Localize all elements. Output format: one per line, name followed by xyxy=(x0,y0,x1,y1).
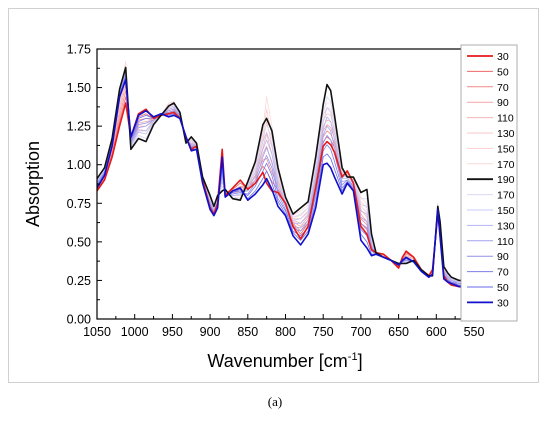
plot-area xyxy=(96,48,475,320)
x-axis-label-superscript: -1 xyxy=(348,351,358,363)
legend-label: 30 xyxy=(497,297,509,309)
x-tick-label: 950 xyxy=(162,325,183,339)
legend-label: 70 xyxy=(497,267,509,279)
series-line-4 xyxy=(97,77,474,284)
spectrum-chart: 1050 1000 950 900 850 800 750 700 650 600 550 0.00… xyxy=(23,43,518,371)
legend-label: 170 xyxy=(497,159,515,171)
series-line-16 xyxy=(97,79,474,288)
series-line-10 xyxy=(97,70,474,283)
x-tick-label: 850 xyxy=(237,325,258,339)
y-axis: 0.00 0.25 0.50 0.75 1.00 1.25 1.50 1.75 xyxy=(67,43,102,327)
x-tick-label: 650 xyxy=(388,325,409,339)
y-axis-label: Absorption xyxy=(23,141,43,227)
series-line-6 xyxy=(97,67,474,283)
legend-label: 130 xyxy=(497,220,515,232)
legend-box xyxy=(460,44,518,322)
series-line-5 xyxy=(97,73,474,284)
figure-frame: 1050 1000 950 900 850 800 750 700 650 600 550 0.00… xyxy=(8,8,539,383)
series-line-7 xyxy=(97,60,474,283)
series-line-12 xyxy=(97,73,474,284)
x-axis-label-suffix: ] xyxy=(358,351,363,371)
x-axis-label-prefix: Wavenumber [cm xyxy=(207,351,347,371)
x-tick-label: 700 xyxy=(350,325,371,339)
legend-label: 150 xyxy=(497,205,515,217)
legend-label: 30 xyxy=(497,51,509,63)
x-tick-label: 900 xyxy=(200,325,221,339)
x-tick-label: 750 xyxy=(313,325,334,339)
legend-label: 90 xyxy=(497,251,509,263)
legend-label: 170 xyxy=(497,190,515,202)
legend: 30 50 70 90 110 130 150 170 190 170 150 130 110 90 70 5… xyxy=(460,44,518,322)
x-tick-label: 1000 xyxy=(121,325,149,339)
y-tick-label: 0.75 xyxy=(67,197,91,211)
figure-caption: (a) xyxy=(267,394,283,409)
x-tick-label: 550 xyxy=(464,325,485,339)
x-tick-label: 800 xyxy=(275,325,296,339)
series-line-14 xyxy=(97,76,474,286)
y-tick-label: 1.25 xyxy=(67,120,91,134)
legend-label: 90 xyxy=(497,97,509,109)
legend-label: 70 xyxy=(497,82,509,94)
y-tick-label: 0.25 xyxy=(67,274,91,288)
series-line-8 xyxy=(97,66,474,282)
y-tick-label: 1.75 xyxy=(67,43,91,57)
x-axis-label: Wavenumber [cm-1] xyxy=(207,351,362,371)
legend-label: 50 xyxy=(497,282,509,294)
legend-label: 50 xyxy=(497,66,509,78)
series-line-15 xyxy=(97,77,474,287)
x-tick-label: 600 xyxy=(426,325,447,339)
series-lines xyxy=(97,60,474,289)
series-line-9 xyxy=(97,68,474,283)
legend-label: 190 xyxy=(497,174,515,186)
y-tick-label: 0.00 xyxy=(67,313,91,327)
y-tick-label: 1.00 xyxy=(67,158,91,172)
y-tick-label: 1.50 xyxy=(67,81,91,95)
legend-label: 110 xyxy=(497,236,514,248)
legend-label: 150 xyxy=(497,143,515,155)
series-line-11 xyxy=(97,71,474,284)
legend-label: 110 xyxy=(497,113,514,125)
series-line-13 xyxy=(97,74,474,286)
legend-label: 130 xyxy=(497,128,515,140)
x-tick-label: 1050 xyxy=(83,325,111,339)
x-axis: 1050 1000 950 900 850 800 750 700 650 600 550 xyxy=(83,314,484,339)
series-line-3 xyxy=(97,84,474,286)
y-tick-label: 0.50 xyxy=(67,235,91,249)
